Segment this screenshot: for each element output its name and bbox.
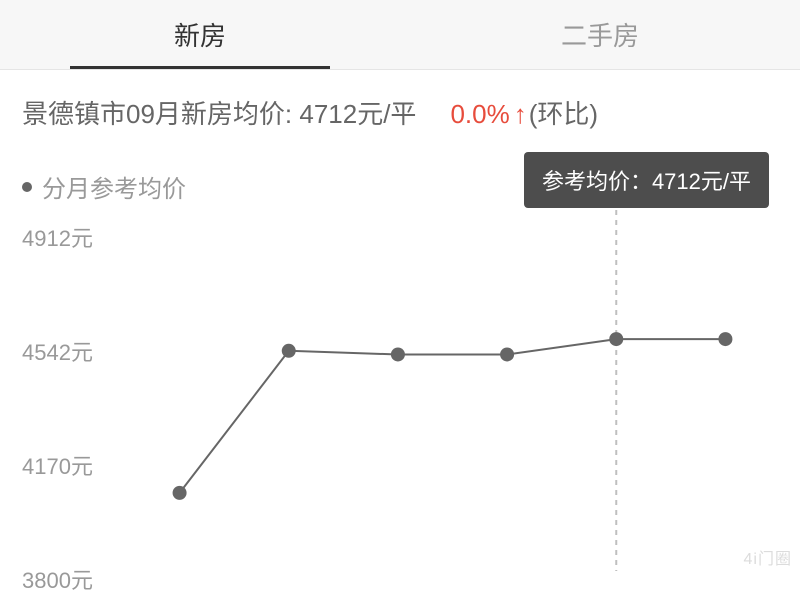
tab-used-house[interactable]: 二手房: [400, 0, 800, 69]
data-point[interactable]: [718, 332, 732, 346]
y-axis-label: 4542元: [22, 335, 93, 367]
trend-up-icon: ↑: [514, 99, 527, 130]
summary-paren: (环比): [529, 94, 598, 131]
price-line: [180, 339, 726, 493]
y-axis-label: 4912元: [22, 221, 93, 253]
data-point[interactable]: [609, 332, 623, 346]
summary-pct: 0.0%: [450, 99, 509, 130]
legend-label: 分月参考均价: [42, 169, 186, 204]
y-axis-label: 4170元: [22, 449, 93, 481]
data-point[interactable]: [391, 347, 405, 361]
data-point[interactable]: [173, 486, 187, 500]
price-summary: 景德镇市09月新房均价: 4712元/平 0.0% ↑ (环比): [0, 70, 800, 141]
data-point[interactable]: [500, 347, 514, 361]
data-point[interactable]: [282, 344, 296, 358]
chart-area: 4912元4542元4170元3800元 参考均价：4712元/平: [0, 205, 800, 571]
chart-plot[interactable]: 参考均价：4712元/平: [125, 205, 780, 571]
y-axis-label: 3800元: [22, 563, 93, 595]
chart-tooltip: 参考均价：4712元/平: [524, 152, 769, 208]
tab-new-house[interactable]: 新房: [0, 0, 400, 69]
legend-dot-icon: [22, 182, 32, 192]
summary-text: 景德镇市09月新房均价: 4712元/平: [22, 94, 416, 131]
tabs: 新房 二手房: [0, 0, 800, 70]
watermark: 4i门圈: [744, 545, 792, 569]
